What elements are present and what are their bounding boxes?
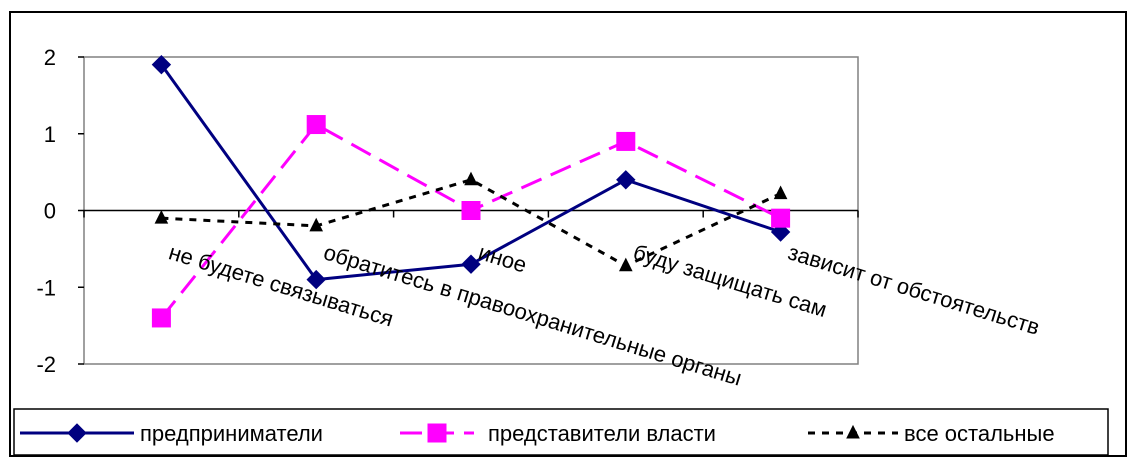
data-point-0-1 — [306, 269, 326, 290]
y-tick-label: 1 — [44, 122, 56, 147]
legend-box — [13, 408, 1109, 456]
y-axis: 2 1 0 -1 -2 — [36, 45, 84, 377]
series-line-2 — [161, 178, 782, 268]
data-point-0-0 — [151, 54, 172, 75]
data-point-1-4 — [771, 208, 791, 228]
legend-marker-2 — [846, 424, 860, 439]
data-point-0-3 — [616, 170, 636, 190]
y-tick-label: 2 — [44, 45, 56, 70]
y-tick-label: -1 — [36, 275, 56, 300]
chart-area-border — [9, 11, 1127, 457]
data-point-0-2 — [461, 254, 481, 274]
data-point-2-0 — [154, 210, 169, 224]
data-point-1-1 — [306, 115, 326, 135]
data-point-2-3 — [618, 257, 633, 272]
legend: предприниматели представители власти все о… — [13, 408, 1109, 456]
legend-label-2: все остальные — [904, 421, 1055, 446]
legend-label-0: предприниматели — [140, 421, 323, 446]
data-point-1-2 — [461, 201, 481, 220]
legend-label-1: представители власти — [488, 421, 716, 446]
series-group — [151, 54, 791, 328]
data-point-1-0 — [151, 308, 171, 328]
y-tick-label: -2 — [36, 352, 56, 377]
data-point-2-1 — [309, 217, 324, 232]
legend-marker-0 — [67, 423, 87, 443]
data-point-1-3 — [616, 131, 636, 151]
data-point-2-4 — [773, 185, 788, 200]
y-tick-label: 0 — [44, 199, 56, 224]
data-point-2-2 — [464, 171, 478, 186]
legend-marker-1 — [427, 423, 447, 443]
